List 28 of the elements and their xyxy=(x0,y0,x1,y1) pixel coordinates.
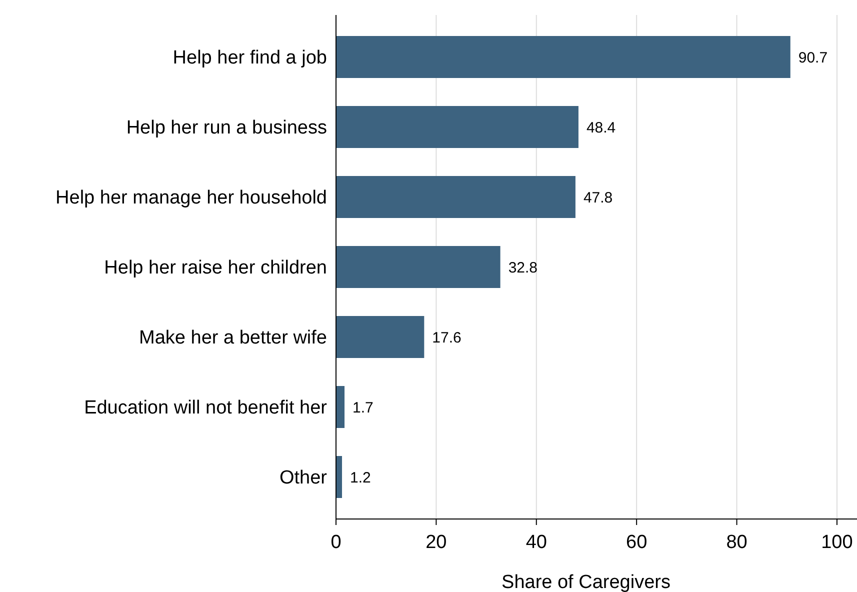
y-tick-label: Help her raise her children xyxy=(104,258,327,279)
bar xyxy=(336,246,500,288)
x-tick-label: 20 xyxy=(426,532,447,553)
data-label: 1.7 xyxy=(352,399,374,416)
bar xyxy=(336,316,424,358)
bar xyxy=(336,106,578,148)
bar xyxy=(336,176,576,218)
data-label: 47.8 xyxy=(583,189,613,206)
x-tick-label: 0 xyxy=(330,532,342,553)
x-tick-label: 40 xyxy=(526,532,547,553)
data-label: 17.6 xyxy=(432,329,462,346)
data-label: 32.8 xyxy=(508,259,538,276)
y-tick-label: Education will not benefit her xyxy=(84,398,328,419)
y-tick-label: Other xyxy=(279,468,328,489)
y-tick-label: Help her manage her household xyxy=(56,188,327,209)
x-tick-label: 60 xyxy=(626,532,648,553)
x-axis-title: Share of Caregivers xyxy=(502,572,670,592)
x-tick-label: 80 xyxy=(726,532,748,553)
y-tick-label: Make her a better wife xyxy=(139,328,327,349)
data-label: 90.7 xyxy=(798,49,828,66)
x-tick-label: 100 xyxy=(821,532,853,553)
y-tick-label: Help her find a job xyxy=(172,48,327,69)
bar xyxy=(336,386,345,428)
data-label: 1.2 xyxy=(350,469,371,486)
data-label: 48.4 xyxy=(586,119,616,136)
bar xyxy=(336,456,342,498)
bar xyxy=(336,36,790,78)
y-tick-label: Help her run a business xyxy=(126,118,327,139)
